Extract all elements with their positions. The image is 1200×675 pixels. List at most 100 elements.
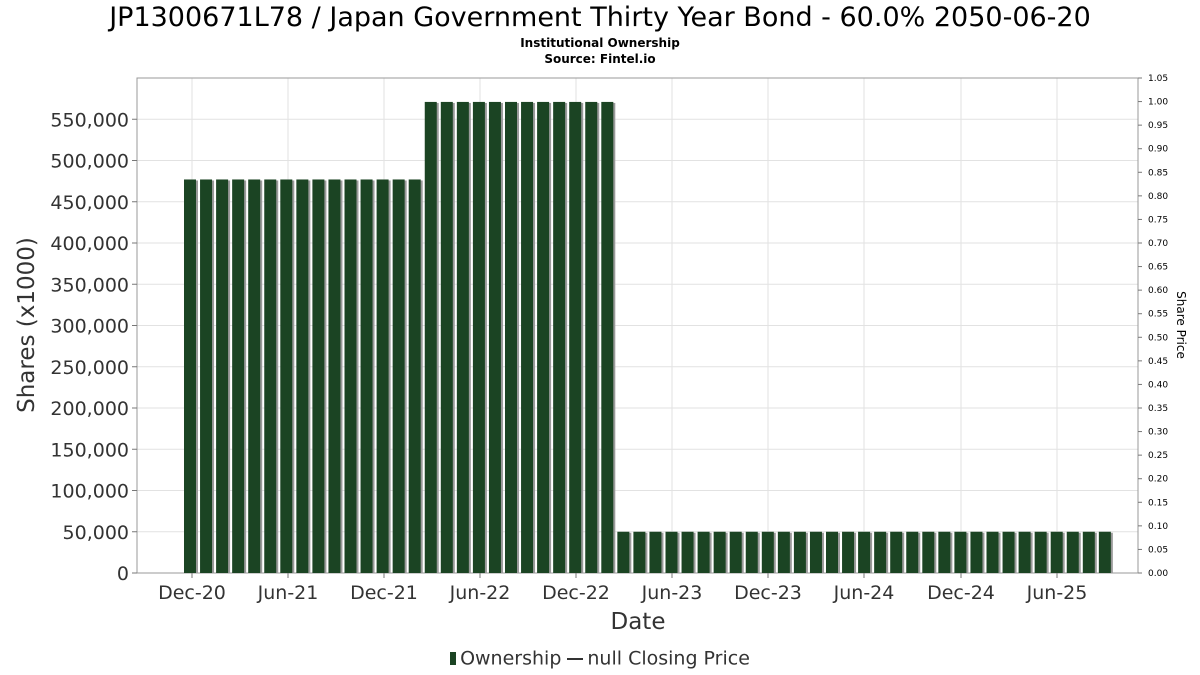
x-axis-title: Date (611, 609, 666, 635)
bar-ownership (344, 179, 357, 573)
bar-ownership (890, 531, 903, 573)
y2-tick-label: 0.05 (1148, 545, 1168, 555)
bar-ownership (1082, 531, 1095, 573)
bar-ownership (537, 101, 550, 574)
bar-ownership (456, 101, 469, 574)
bar-ownership (585, 101, 598, 574)
bar-ownership (360, 179, 373, 573)
y2-tick-label: 0.55 (1148, 310, 1168, 320)
x-tick-label: Jun-23 (641, 582, 703, 604)
y-tick-label: 50,000 (63, 522, 129, 544)
bar-ownership (328, 179, 341, 573)
bar-ownership (858, 531, 871, 573)
y2-tick-label: 0.45 (1148, 357, 1168, 367)
bar-ownership (649, 531, 662, 573)
bar-ownership (745, 531, 758, 573)
bar-ownership (633, 531, 646, 573)
bar-ownership (392, 179, 405, 573)
bar-ownership (200, 179, 213, 573)
bar-ownership (184, 179, 196, 573)
bar-ownership (601, 101, 614, 574)
bar-ownership (809, 531, 822, 573)
x-tick-label: Jun-24 (833, 582, 895, 604)
bar-ownership (312, 179, 325, 573)
bar-ownership (938, 531, 951, 573)
bar-ownership (216, 179, 229, 573)
bar-ownership (793, 531, 806, 573)
y2-tick-label: 0.60 (1148, 286, 1168, 296)
y-tick-label: 100,000 (50, 481, 129, 503)
bar-ownership (906, 531, 919, 573)
x-tick-label: Dec-21 (350, 582, 418, 604)
bar-ownership (681, 531, 694, 573)
bar-ownership (761, 531, 774, 573)
y2-tick-label: 0.15 (1148, 498, 1168, 508)
bar-ownership (264, 179, 277, 573)
bar-ownership (826, 531, 838, 573)
y2-tick-label: 0.40 (1148, 380, 1168, 390)
x-tick-label: Dec-20 (158, 582, 226, 604)
y2-tick-label: 1.05 (1148, 74, 1168, 84)
bar-ownership (569, 101, 582, 574)
y2-axis-ticks: 0.00 0.05 0.10 0.15 0.20 0.25 0.30 0.35 0.40 0.45… (1138, 74, 1168, 579)
y2-tick-label: 0.70 (1148, 239, 1168, 249)
y-tick-label: 400,000 (50, 233, 129, 255)
bar-ownership (440, 101, 453, 574)
y2-tick-label: 1.00 (1148, 98, 1168, 108)
y-tick-label: 150,000 (50, 439, 129, 461)
bar-ownership (842, 531, 855, 573)
x-tick-label: Jun-25 (1026, 582, 1088, 604)
y2-tick-label: 0.35 (1148, 404, 1168, 414)
bar-ownership (296, 179, 309, 573)
bar-ownership (472, 101, 485, 574)
y2-axis-title: Share Price (1174, 291, 1188, 359)
y-tick-label: 300,000 (50, 316, 129, 338)
chart-title: JP1300671L78 / Japan Government Thirty Y… (109, 2, 1091, 33)
legend-ownership: Ownership (460, 647, 562, 670)
bar-ownership (665, 531, 678, 573)
bar-ownership (970, 531, 983, 573)
bar-ownership (617, 531, 630, 573)
ownership-swatch-icon (450, 652, 457, 665)
chart-subtitle-ownership: Institutional Ownership (520, 36, 680, 50)
bar-ownership (1002, 531, 1015, 573)
y-tick-label: 550,000 (50, 109, 129, 131)
bar-ownership (986, 531, 999, 573)
bar-ownership (1034, 531, 1047, 573)
bar-ownership (1018, 531, 1031, 573)
bar-ownership (232, 179, 245, 573)
x-tick-label: Dec-23 (734, 582, 802, 604)
y2-tick-label: 0.50 (1148, 333, 1168, 343)
bar-ownership (922, 531, 935, 573)
bar-ownership (488, 101, 501, 574)
bar-ownership (424, 101, 437, 574)
y2-tick-label: 0.75 (1148, 215, 1168, 225)
bar-ownership (1050, 531, 1063, 573)
closing-price-swatch-icon (567, 657, 584, 660)
bar-ownership (521, 101, 534, 574)
y2-tick-label: 0.25 (1148, 451, 1168, 461)
y-tick-label: 200,000 (50, 398, 129, 420)
bar-ownership (697, 531, 710, 573)
y-tick-label: 450,000 (50, 192, 129, 214)
y-tick-label: 350,000 (50, 274, 129, 296)
x-tick-label: Jun-21 (257, 582, 319, 604)
bar-ownership (874, 531, 887, 573)
y2-tick-label: 0.85 (1148, 168, 1168, 178)
bar-ownership (553, 101, 566, 574)
chart-subtitle-source: Source: Fintel.io (544, 52, 656, 66)
y2-tick-label: 0.30 (1148, 428, 1168, 438)
bar-ownership (713, 531, 726, 573)
x-tick-label: Jun-22 (449, 582, 511, 604)
bar-ownership (376, 179, 389, 573)
bar-series-ownership (184, 101, 1113, 574)
bar-ownership (408, 179, 421, 573)
y2-tick-label: 0.80 (1148, 192, 1168, 202)
bar-ownership (777, 531, 790, 573)
legend-closing-price: null Closing Price (587, 647, 750, 670)
bar-ownership (248, 179, 261, 573)
x-tick-label: Dec-22 (542, 582, 610, 604)
bar-ownership (1066, 531, 1079, 573)
y-tick-label: 250,000 (50, 357, 129, 379)
